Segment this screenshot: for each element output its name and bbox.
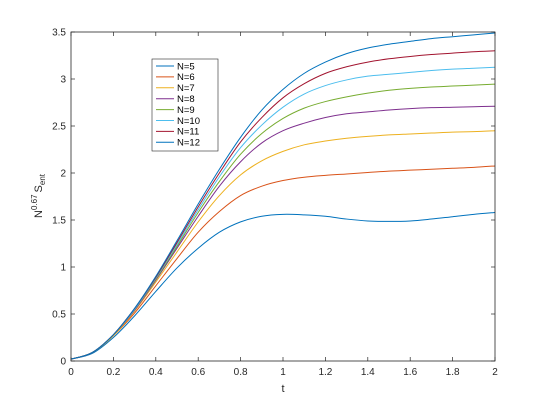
legend-label: N=9: [177, 105, 195, 116]
series-layer: [70, 32, 496, 360]
legend-label: N=10: [177, 116, 200, 127]
x-tick-label: 1.8: [446, 367, 460, 378]
x-tick-label: 0.6: [191, 367, 205, 378]
x-tick-label: 0.2: [106, 367, 120, 378]
series-line-4: [70, 105, 496, 360]
legend-label: N=8: [177, 94, 195, 105]
series-line-8: [70, 32, 496, 360]
y-axis-label-base: N: [33, 210, 45, 218]
y-axis-label-symbol: S: [33, 185, 45, 192]
y-axis-label: N0.67 Sent: [30, 173, 47, 218]
x-tick-label: 0.4: [149, 367, 163, 378]
x-tick-label: 1: [280, 367, 286, 378]
y-axis: 0 0.5 1 1.5 2 2.5 3 3.5: [52, 28, 495, 368]
series-line-3: [70, 130, 496, 360]
y-tick-label: 0.5: [52, 310, 66, 321]
y-tick-label: 1: [60, 263, 66, 274]
legend: N=5N=6N=7N=8N=9N=10N=11N=12: [151, 58, 219, 152]
plot-area-background: [71, 32, 495, 361]
x-axis-label: t: [281, 383, 284, 395]
x-tick-label: 0: [68, 367, 74, 378]
x-axis: 0 0.2 0.4 0.6 0.8 1 1.2 1.4 1.6 1.8 2: [68, 32, 498, 378]
legend-label: N=6: [177, 72, 195, 83]
series-line-1: [70, 211, 496, 360]
x-tick-label: 1.4: [361, 367, 375, 378]
x-tick-label: 0.8: [234, 367, 248, 378]
legend-box: [151, 58, 219, 152]
x-tick-label: 1.6: [403, 367, 417, 378]
series-line-2: [70, 165, 496, 360]
series-line-6: [70, 66, 496, 360]
y-tick-label: 3.5: [52, 28, 66, 39]
y-axis-label-subscript: ent: [38, 173, 47, 185]
legend-label: N=11: [177, 127, 199, 138]
y-tick-label: 2: [60, 169, 66, 180]
x-tick-label: 2: [492, 367, 498, 378]
y-axis-label-exponent: 0.67: [30, 194, 39, 210]
y-tick-label: 2.5: [52, 122, 66, 133]
y-tick-label: 3: [60, 75, 66, 86]
legend-label: N=5: [177, 61, 195, 72]
y-tick-label: 0: [60, 357, 66, 368]
x-tick-label: 1.2: [318, 367, 332, 378]
legend-label: N=7: [177, 83, 195, 94]
y-tick-label: 1.5: [52, 216, 66, 227]
legend-label: N=12: [177, 138, 200, 149]
